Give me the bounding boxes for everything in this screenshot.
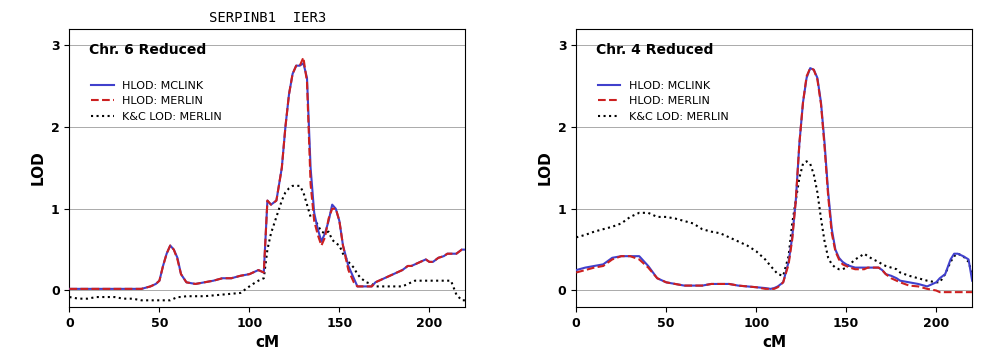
Y-axis label: LOD: LOD [31, 151, 46, 185]
Text: Chr. 6 Reduced: Chr. 6 Reduced [89, 43, 206, 57]
Legend: HLOD: MCLINK, HLOD: MERLIN, K&C LOD: MERLIN: HLOD: MCLINK, HLOD: MERLIN, K&C LOD: MER… [593, 76, 733, 126]
X-axis label: cM: cM [255, 335, 280, 350]
Text: SERPINB1  IER3: SERPINB1 IER3 [209, 11, 326, 25]
X-axis label: cM: cM [762, 335, 787, 350]
Text: Chr. 4 Reduced: Chr. 4 Reduced [596, 43, 713, 57]
Legend: HLOD: MCLINK, HLOD: MERLIN, K&C LOD: MERLIN: HLOD: MCLINK, HLOD: MERLIN, K&C LOD: MER… [87, 76, 226, 126]
Y-axis label: LOD: LOD [538, 151, 553, 185]
